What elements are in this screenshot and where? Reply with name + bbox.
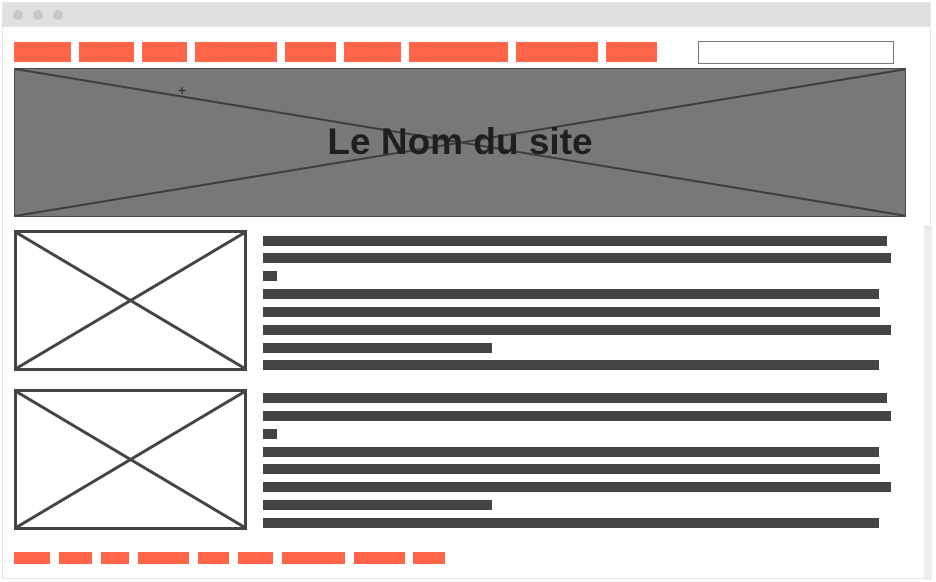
maximize-window-icon[interactable] bbox=[53, 10, 63, 20]
text-line bbox=[263, 343, 492, 353]
footer-link-6[interactable] bbox=[238, 552, 273, 564]
footer-link-9[interactable] bbox=[413, 552, 445, 564]
nav-item-7[interactable] bbox=[409, 42, 508, 62]
nav-item-3[interactable] bbox=[142, 42, 187, 62]
text-line bbox=[263, 236, 887, 246]
crosshair-cursor-icon: + bbox=[178, 82, 187, 98]
text-line bbox=[263, 325, 891, 335]
hero-image-placeholder bbox=[15, 69, 905, 216]
text-line bbox=[263, 500, 492, 510]
footer-link-3[interactable] bbox=[101, 552, 129, 564]
footer-link-2[interactable] bbox=[59, 552, 92, 564]
footer-link-7[interactable] bbox=[282, 552, 345, 564]
footer-link-5[interactable] bbox=[198, 552, 229, 564]
search-input[interactable] bbox=[698, 41, 894, 64]
text-line bbox=[263, 307, 880, 317]
text-line bbox=[263, 411, 891, 421]
site-title: Le Nom du site bbox=[327, 121, 593, 162]
text-line bbox=[263, 393, 887, 403]
text-line bbox=[263, 253, 891, 263]
text-line bbox=[263, 360, 879, 370]
nav-item-1[interactable] bbox=[14, 42, 71, 62]
text-line bbox=[263, 429, 277, 439]
footer-link-4[interactable] bbox=[138, 552, 189, 564]
footer-link-1[interactable] bbox=[14, 552, 50, 564]
text-line bbox=[263, 447, 879, 457]
text-line bbox=[263, 271, 277, 281]
text-line bbox=[263, 464, 880, 474]
text-line bbox=[263, 518, 879, 528]
text-line bbox=[263, 482, 891, 492]
nav-item-9[interactable] bbox=[606, 42, 657, 62]
minimize-window-icon[interactable] bbox=[33, 10, 43, 20]
image-placeholder-icon bbox=[17, 233, 244, 368]
hero-banner: Le Nom du site bbox=[14, 68, 906, 217]
text-line bbox=[263, 289, 879, 299]
image-placeholder-icon bbox=[17, 392, 244, 527]
nav-item-6[interactable] bbox=[344, 42, 401, 62]
nav-item-8[interactable] bbox=[516, 42, 598, 62]
footer-link-8[interactable] bbox=[354, 552, 405, 564]
article-2-image[interactable] bbox=[14, 389, 247, 530]
nav-item-5[interactable] bbox=[285, 42, 336, 62]
window-titlebar bbox=[3, 3, 930, 27]
close-window-icon[interactable] bbox=[13, 10, 23, 20]
article-1-image[interactable] bbox=[14, 230, 247, 371]
scrollbar-track[interactable] bbox=[924, 225, 932, 580]
nav-item-2[interactable] bbox=[79, 42, 134, 62]
nav-item-4[interactable] bbox=[195, 42, 277, 62]
